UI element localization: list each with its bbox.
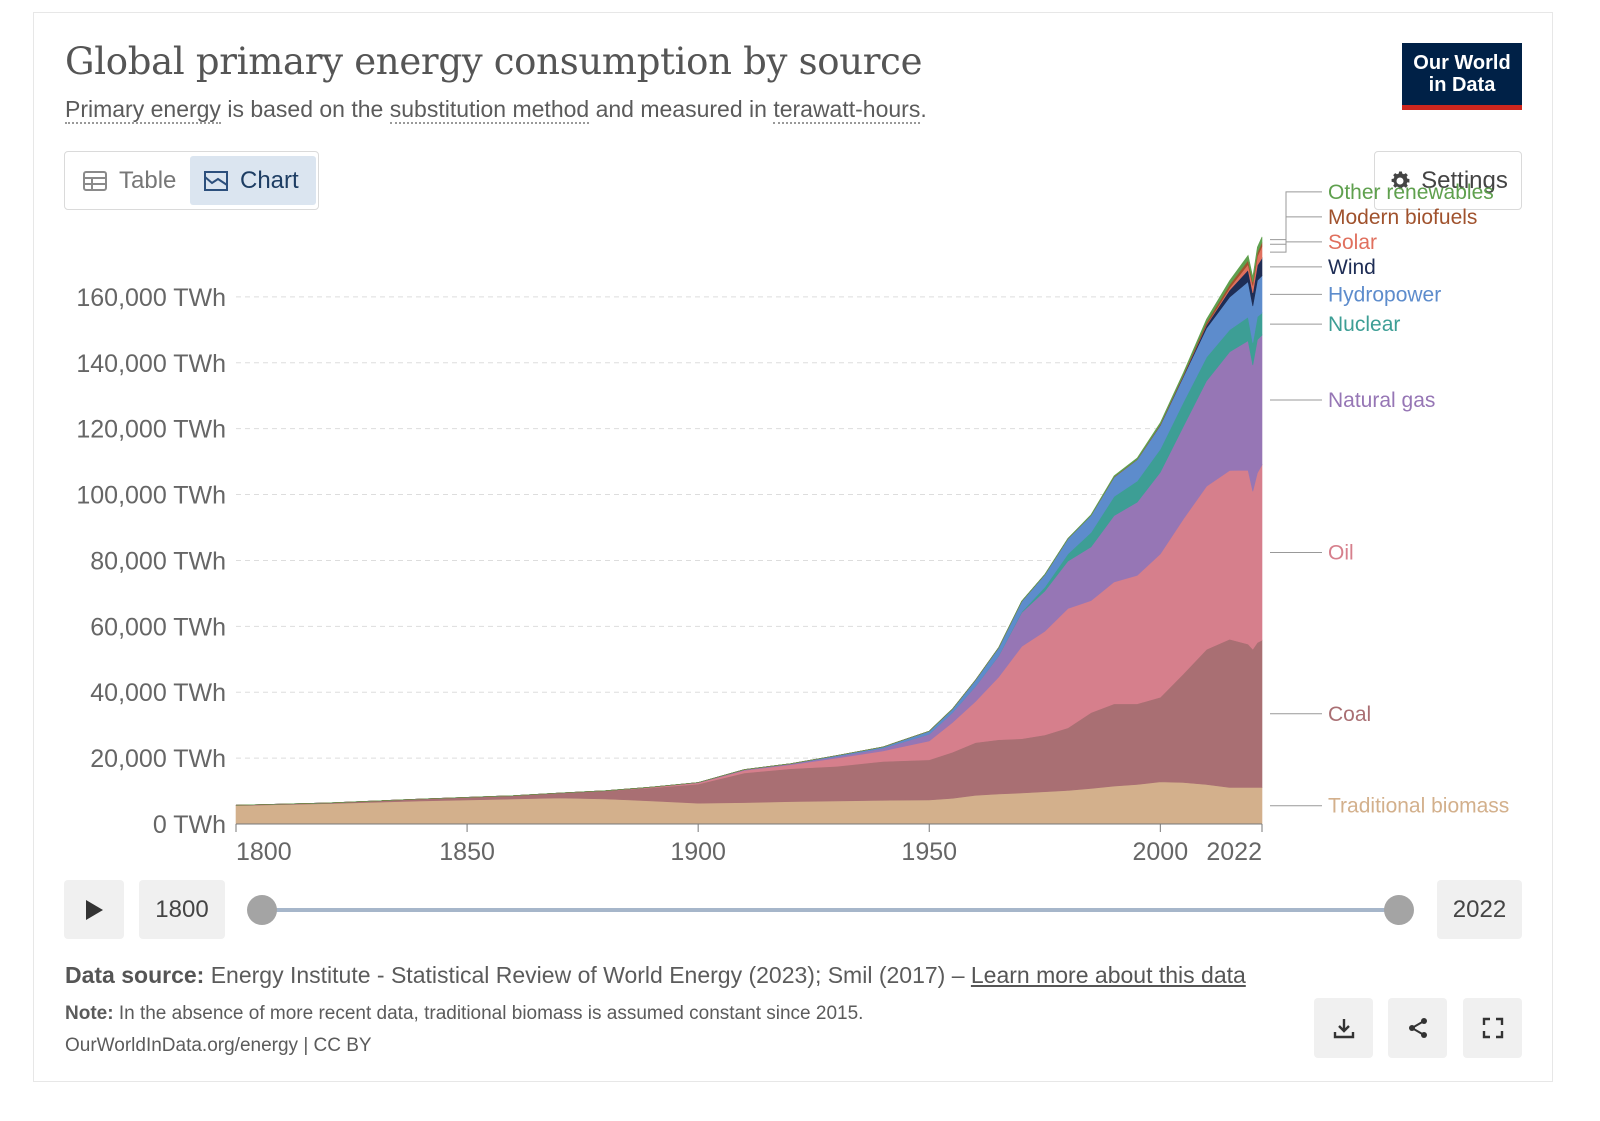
fullscreen-icon bbox=[1482, 1017, 1503, 1039]
legend-label-oil[interactable]: Oil bbox=[1328, 542, 1354, 565]
tab-table[interactable]: Table bbox=[69, 156, 187, 205]
x-tick-label: 1900 bbox=[670, 838, 726, 866]
source-label: Data source: bbox=[65, 962, 205, 988]
y-tick-label: 60,000 TWh bbox=[90, 613, 226, 641]
terawatt-hours-link[interactable]: terawatt-hours bbox=[773, 96, 921, 124]
x-tick-label: 1800 bbox=[236, 838, 292, 866]
owid-logo[interactable]: Our World in Data bbox=[1402, 43, 1522, 110]
y-tick-label: 40,000 TWh bbox=[90, 679, 226, 707]
logo-line-2: in Data bbox=[1428, 74, 1496, 96]
legend-label-wind[interactable]: Wind bbox=[1328, 256, 1376, 279]
legend-label-natural-gas[interactable]: Natural gas bbox=[1328, 389, 1435, 412]
chart-area: 0 TWh 20,000 TWh 40,000 TWh 60,000 TWh 80,00… bbox=[76, 181, 1509, 866]
y-tick-label: 80,000 TWh bbox=[90, 547, 226, 575]
share-button[interactable] bbox=[1388, 998, 1447, 1058]
view-tabs: Table Chart bbox=[64, 151, 319, 210]
settings-label: Settings bbox=[1421, 166, 1508, 194]
subtitle-text-3: . bbox=[920, 96, 927, 122]
chart-credit[interactable]: OurWorldInData.org/energy | CC BY bbox=[65, 1035, 372, 1056]
y-tick-label: 160,000 TWh bbox=[76, 284, 226, 312]
subtitle-text-2: and measured in bbox=[589, 96, 774, 122]
y-tick-label: 20,000 TWh bbox=[90, 745, 226, 773]
share-icon bbox=[1408, 1018, 1427, 1038]
data-source: Data source: Energy Institute - Statisti… bbox=[65, 962, 1246, 989]
substitution-method-link[interactable]: substitution method bbox=[389, 96, 590, 124]
legend-label-modern-biofuels[interactable]: Modern biofuels bbox=[1328, 206, 1477, 229]
timeline-track[interactable] bbox=[262, 908, 1399, 912]
chart-title: Global primary energy consumption by sou… bbox=[65, 40, 923, 83]
gear-icon bbox=[1391, 171, 1410, 189]
download-button[interactable] bbox=[1314, 998, 1373, 1058]
tab-chart-label: Chart bbox=[240, 166, 299, 194]
play-icon bbox=[86, 899, 103, 920]
legend-label-hydropower[interactable]: Hydropower bbox=[1328, 283, 1441, 306]
logo-line-1: Our World bbox=[1413, 52, 1511, 74]
y-tick-label: 140,000 TWh bbox=[76, 350, 226, 378]
learn-more-link[interactable]: Learn more about this data bbox=[970, 962, 1246, 988]
note-label: Note: bbox=[65, 1003, 114, 1024]
chart-subtitle: Primary energy is based on the substitut… bbox=[65, 96, 927, 124]
legend-label-nuclear[interactable]: Nuclear bbox=[1328, 313, 1400, 336]
source-text: Energy Institute - Statistical Review of… bbox=[204, 962, 971, 988]
table-icon bbox=[83, 170, 107, 191]
settings-button[interactable]: Settings bbox=[1374, 151, 1522, 210]
label-connector-modern-biofuels bbox=[1270, 216, 1322, 245]
x-tick-label: 1950 bbox=[901, 838, 957, 866]
y-tick-label: 120,000 TWh bbox=[76, 416, 226, 444]
play-button[interactable] bbox=[64, 880, 124, 939]
legend-label-solar[interactable]: Solar bbox=[1328, 231, 1377, 254]
chart-note: Note: In the absence of more recent data… bbox=[65, 1003, 863, 1025]
chart-card bbox=[33, 12, 1553, 1082]
tab-table-label: Table bbox=[119, 166, 177, 194]
x-tick-label: 2000 bbox=[1133, 838, 1189, 866]
label-connector-solar bbox=[1270, 241, 1322, 253]
timeline-end-year[interactable]: 2022 bbox=[1437, 880, 1522, 939]
timeline-end-handle[interactable] bbox=[1384, 895, 1414, 925]
legend-label-coal[interactable]: Coal bbox=[1328, 703, 1371, 726]
y-tick-label: 0 TWh bbox=[153, 811, 226, 839]
tab-chart[interactable]: Chart bbox=[190, 156, 316, 205]
legend-label-other-renewables[interactable]: Other renewables bbox=[1328, 181, 1494, 204]
subtitle-text-1: is based on the bbox=[220, 96, 390, 122]
note-text: In the absence of more recent data, trad… bbox=[113, 1003, 864, 1024]
x-tick-label: 1850 bbox=[439, 838, 495, 866]
label-connector-other-renewables bbox=[1270, 191, 1322, 241]
download-icon bbox=[1333, 1019, 1354, 1039]
fullscreen-button[interactable] bbox=[1463, 998, 1522, 1058]
timeline-start-year[interactable]: 1800 bbox=[139, 880, 225, 939]
legend-label-traditional-biomass[interactable]: Traditional biomass bbox=[1328, 795, 1509, 818]
timeline-start-handle[interactable] bbox=[247, 895, 277, 925]
chart-icon bbox=[204, 170, 228, 191]
y-tick-label: 100,000 TWh bbox=[76, 482, 226, 510]
x-tick-label: 2022 bbox=[1206, 838, 1262, 866]
area-other-renewables[interactable] bbox=[235, 236, 1263, 806]
primary-energy-link[interactable]: Primary energy bbox=[65, 96, 221, 124]
